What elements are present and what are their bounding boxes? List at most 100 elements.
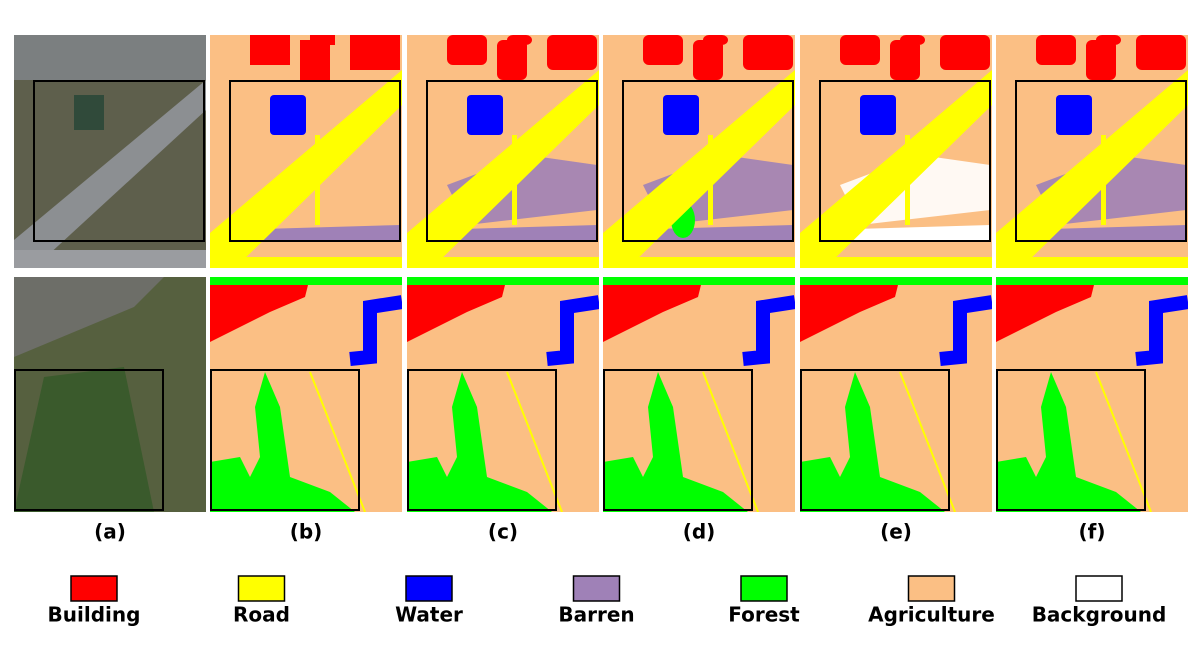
building bbox=[210, 277, 310, 342]
road bbox=[210, 257, 402, 268]
panel-label: (e) bbox=[880, 520, 912, 544]
road bbox=[315, 135, 320, 225]
road bbox=[506, 371, 563, 512]
map-panel bbox=[996, 35, 1188, 268]
inset bbox=[800, 369, 950, 511]
legend-swatch bbox=[740, 575, 788, 602]
legend-label: Barren bbox=[558, 603, 634, 627]
forest bbox=[603, 372, 748, 512]
road bbox=[702, 371, 759, 512]
building bbox=[643, 35, 683, 65]
panel-label: (a) bbox=[94, 520, 126, 544]
map-panel bbox=[210, 35, 402, 268]
water bbox=[663, 95, 699, 135]
map-content bbox=[14, 35, 206, 268]
water bbox=[1056, 95, 1092, 135]
satellite-town bbox=[14, 35, 206, 80]
map-content bbox=[407, 277, 599, 512]
road bbox=[996, 257, 1188, 268]
building bbox=[940, 35, 990, 70]
building bbox=[407, 277, 507, 342]
legend-swatch bbox=[572, 575, 621, 602]
road bbox=[407, 257, 599, 268]
forest bbox=[800, 277, 992, 285]
map-panel bbox=[407, 35, 599, 268]
legend-label: Road bbox=[233, 603, 290, 627]
road bbox=[603, 70, 795, 268]
forest bbox=[407, 372, 552, 512]
legend-label: Background bbox=[1032, 603, 1167, 627]
road bbox=[800, 70, 992, 268]
legend-swatch bbox=[70, 575, 118, 602]
water bbox=[349, 295, 402, 366]
inset bbox=[14, 369, 164, 511]
building bbox=[603, 277, 703, 342]
building bbox=[310, 35, 335, 45]
building bbox=[743, 35, 793, 70]
road bbox=[309, 371, 366, 512]
map-content bbox=[800, 35, 992, 268]
panel-label: (c) bbox=[488, 520, 518, 544]
road bbox=[905, 135, 910, 225]
building bbox=[1136, 35, 1186, 70]
map-panel bbox=[800, 35, 992, 268]
forest bbox=[996, 372, 1141, 512]
map-panel bbox=[996, 277, 1188, 512]
road bbox=[996, 70, 1188, 268]
road bbox=[210, 70, 402, 268]
road bbox=[407, 70, 599, 268]
water bbox=[742, 295, 795, 366]
map-panel bbox=[14, 277, 206, 512]
water bbox=[546, 295, 599, 366]
building bbox=[996, 277, 1096, 342]
building bbox=[1096, 35, 1121, 45]
road bbox=[1095, 371, 1152, 512]
building bbox=[497, 40, 527, 80]
forest bbox=[603, 277, 795, 285]
map-content bbox=[14, 277, 206, 512]
legend-label: Agriculture bbox=[868, 603, 995, 627]
map-panel bbox=[407, 277, 599, 512]
building bbox=[1086, 40, 1116, 80]
forest bbox=[407, 277, 599, 285]
building bbox=[507, 35, 532, 45]
panel-label: (d) bbox=[683, 520, 716, 544]
map-panel bbox=[603, 277, 795, 512]
road bbox=[1101, 135, 1106, 225]
legend-swatch bbox=[237, 575, 286, 602]
inset bbox=[603, 369, 753, 511]
building bbox=[547, 35, 597, 70]
inset bbox=[210, 369, 360, 511]
water bbox=[270, 95, 306, 135]
building bbox=[447, 35, 487, 65]
building bbox=[350, 35, 400, 70]
water bbox=[939, 295, 992, 366]
road bbox=[512, 135, 517, 225]
legend-swatch bbox=[405, 575, 453, 602]
map-content bbox=[210, 35, 402, 268]
building bbox=[800, 277, 900, 342]
inset bbox=[426, 80, 598, 242]
road bbox=[800, 257, 992, 268]
map-content bbox=[800, 277, 992, 512]
inset bbox=[622, 80, 794, 242]
water bbox=[1135, 295, 1188, 366]
building bbox=[900, 35, 925, 45]
building bbox=[890, 40, 920, 80]
map-content bbox=[603, 35, 795, 268]
map-content bbox=[603, 277, 795, 512]
map-content bbox=[407, 35, 599, 268]
map-panel bbox=[800, 277, 992, 512]
forest bbox=[210, 372, 355, 512]
forest bbox=[210, 277, 402, 285]
road bbox=[603, 257, 795, 268]
forest bbox=[996, 277, 1188, 285]
building bbox=[840, 35, 880, 65]
building bbox=[300, 40, 330, 80]
satellite-field bbox=[14, 367, 154, 512]
inset bbox=[996, 369, 1146, 511]
map-panel bbox=[14, 35, 206, 268]
road bbox=[899, 371, 956, 512]
panel-label: (f) bbox=[1079, 520, 1106, 544]
